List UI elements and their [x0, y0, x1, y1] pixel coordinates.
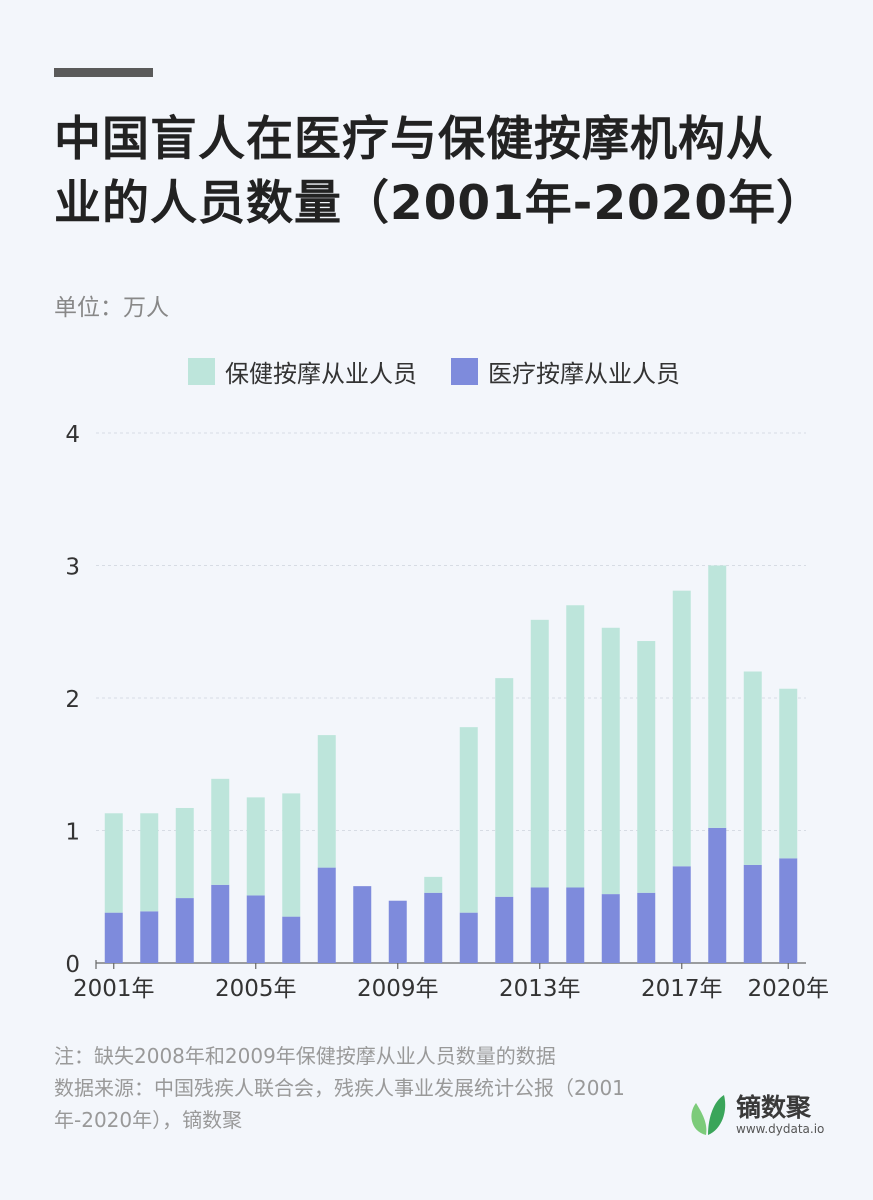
y-tick-label-3: 3 — [65, 555, 80, 581]
note-source: 数据来源：中国残疾人联合会，残疾人事业发展统计公报（2001年-2020年），镝… — [54, 1076, 625, 1132]
x-tick-label-2017: 2017年 — [641, 976, 723, 1002]
x-tick-label-2001: 2001年 — [73, 976, 155, 1002]
bar-medical-2012 — [495, 896, 514, 963]
bar-health-2012 — [495, 678, 514, 897]
bar-medical-2019 — [743, 864, 762, 963]
y-tick-label-0: 0 — [65, 952, 80, 978]
chart-title: 中国盲人在医疗与保健按摩机构从业的人员数量（2001年-2020年） — [54, 112, 825, 231]
bar-medical-2020 — [779, 858, 798, 963]
bar-health-2003 — [175, 807, 194, 899]
notes: 注：缺失2008年和2009年保健按摩从业人员数量的数据 数据来源：中国残疾人联… — [54, 1040, 654, 1136]
bar-health-2007 — [317, 735, 336, 868]
bar-health-2017 — [672, 590, 691, 867]
bar-health-2004 — [211, 778, 230, 885]
bar-medical-2001 — [104, 912, 123, 963]
bar-health-2018 — [708, 565, 727, 828]
bar-health-2016 — [637, 641, 656, 893]
bar-medical-2003 — [175, 898, 194, 963]
x-tick-label-2013: 2013年 — [499, 976, 581, 1002]
bar-health-2011 — [459, 727, 478, 913]
x-tick-label-2009: 2009年 — [357, 976, 439, 1002]
legend-swatch-health-massage — [188, 358, 215, 385]
y-tick-label-1: 1 — [65, 820, 80, 846]
legend-label-health-massage: 保健按摩从业人员 — [225, 360, 417, 388]
bar-health-2010 — [424, 876, 443, 893]
bar-medical-2018 — [708, 827, 727, 963]
bar-medical-2014 — [566, 887, 585, 963]
note-missing-data: 注：缺失2008年和2009年保健按摩从业人员数量的数据 — [54, 1044, 556, 1068]
brand: 镝数聚 www.dydata.io — [688, 1093, 824, 1137]
legend-label-medical-massage: 医疗按摩从业人员 — [488, 360, 680, 388]
bar-health-2015 — [601, 627, 620, 895]
bar-health-2019 — [743, 671, 762, 865]
bar-medical-2009 — [388, 900, 407, 963]
bar-medical-2017 — [672, 866, 691, 963]
bar-health-2005 — [246, 797, 265, 896]
bar-health-2002 — [140, 813, 159, 912]
bar-medical-2016 — [637, 892, 656, 963]
stacked-bar-chart: 0 1 2 3 4 2001年 2005年 2009年 2013年 2017年 2020年 — [65, 422, 829, 1002]
bar-health-2001 — [104, 813, 123, 913]
brand-leaf-icon — [691, 1095, 726, 1135]
y-tick-label-4: 4 — [65, 422, 80, 448]
bar-medical-2004 — [211, 884, 230, 963]
bar-medical-2013 — [530, 887, 549, 963]
legend-item-health-massage: 保健按摩从业人员 — [188, 354, 417, 389]
legend-swatch-medical-massage — [451, 358, 478, 385]
x-tick-label-2020: 2020年 — [747, 976, 829, 1002]
bar-medical-2002 — [140, 911, 159, 963]
bar-health-2013 — [530, 619, 549, 888]
y-tick-label-2: 2 — [65, 687, 80, 713]
bar-medical-2006 — [282, 916, 301, 963]
top-rule — [54, 68, 153, 77]
bar-medical-2015 — [601, 894, 620, 963]
bar-medical-2011 — [459, 912, 478, 963]
bar-medical-2005 — [246, 895, 265, 963]
bar-medical-2008 — [353, 886, 372, 963]
legend: 保健按摩从业人员 医疗按摩从业人员 — [188, 354, 714, 389]
brand-name: 镝数聚 — [736, 1093, 812, 1122]
x-tick-label-2005: 2005年 — [215, 976, 297, 1002]
bar-health-2006 — [282, 793, 301, 917]
bar-medical-2010 — [424, 892, 443, 963]
bar-health-2020 — [779, 688, 798, 859]
unit-label: 单位：万人 — [54, 295, 169, 321]
brand-site: www.dydata.io — [736, 1122, 825, 1136]
legend-item-medical-massage: 医疗按摩从业人员 — [451, 354, 680, 389]
bar-medical-2007 — [317, 867, 336, 963]
bar-health-2014 — [566, 605, 585, 888]
